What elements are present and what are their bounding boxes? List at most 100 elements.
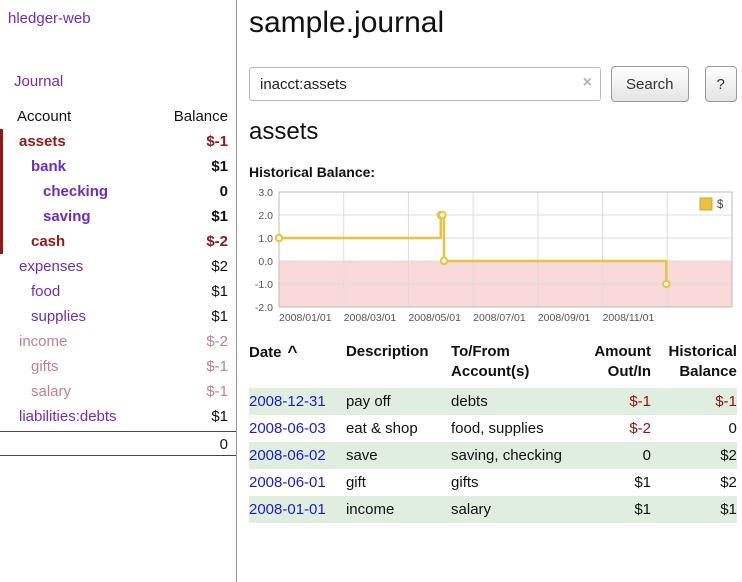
account-link[interactable]: expenses — [19, 258, 84, 275]
account-row-assets: assets $-1 — [0, 129, 236, 154]
account-link[interactable]: supplies — [31, 308, 87, 325]
sidebar: hledger-web Journal Account Balance asse… — [0, 0, 237, 582]
accounts-total-row: 0 — [0, 431, 236, 456]
account-row-cash: cash $-2 — [0, 229, 236, 254]
main-content: sample.journal × Search ? assets Histori… — [237, 0, 742, 582]
svg-text:2008/09/01: 2008/09/01 — [538, 312, 591, 324]
register-row: 2008-12-31 pay off debts $-1 $-1 — [249, 388, 737, 415]
account-balance: $-1 — [206, 358, 228, 375]
svg-text:3.0: 3.0 — [258, 187, 273, 199]
accounts-total-value: 0 — [219, 436, 228, 453]
register-row: 2008-06-01 gift gifts $1 $2 — [249, 469, 737, 496]
account-balance: $-1 — [206, 133, 228, 150]
account-row-supplies: supplies $1 — [0, 304, 236, 329]
transaction-accounts: food, supplies — [451, 420, 544, 437]
transaction-date-link[interactable]: 2008-06-03 — [249, 420, 326, 437]
register-header-row: Date ^ Description To/From Account(s) Amount… — [249, 340, 737, 388]
transaction-description: save — [345, 442, 452, 469]
accounts-list: assets $-1 bank $1 checking 0 saving $1 cash $-2 e… — [0, 129, 236, 429]
svg-text:2008/07/01: 2008/07/01 — [473, 312, 526, 324]
transaction-amount: $1 — [634, 474, 651, 491]
transaction-date-link[interactable]: 2008-12-31 — [249, 388, 346, 415]
sidebar-item-journal[interactable]: Journal — [14, 73, 64, 90]
clear-search-icon[interactable]: × — [582, 74, 592, 91]
account-balance: $-1 — [206, 383, 228, 400]
account-link[interactable]: assets — [19, 133, 66, 150]
register-header-accounts: To/From Account(s) — [451, 343, 530, 380]
account-row-saving: saving $1 — [0, 204, 236, 229]
transaction-balance: $2 — [720, 474, 737, 491]
register-row: 2008-06-03 eat & shop food, supplies $-2 0 — [249, 415, 737, 442]
svg-text:2008/03/01: 2008/03/01 — [344, 312, 397, 324]
account-row-gifts: gifts $-1 — [0, 354, 236, 379]
help-button[interactable]: ? — [704, 66, 737, 102]
account-row-food: food $1 — [0, 279, 236, 304]
transaction-balance: $1 — [651, 496, 737, 523]
transaction-accounts: debts — [451, 388, 573, 415]
account-balance: $1 — [211, 408, 228, 425]
transaction-balance: 0 — [728, 420, 737, 437]
svg-text:0.0: 0.0 — [258, 256, 273, 268]
account-heading: assets — [249, 118, 319, 145]
transaction-date-link[interactable]: 2008-06-01 — [249, 474, 326, 491]
svg-text:2008/01/01: 2008/01/01 — [279, 312, 332, 324]
transaction-accounts: saving, checking — [451, 442, 573, 469]
transaction-description: gift — [345, 474, 366, 491]
account-link[interactable]: food — [31, 283, 61, 300]
search-input-wrap: × — [249, 67, 601, 101]
svg-text:-1.0: -1.0 — [255, 279, 273, 291]
account-row-checking: checking 0 — [0, 179, 236, 204]
chart-title: Historical Balance: — [249, 164, 376, 180]
account-balance: $1 — [211, 283, 228, 300]
transaction-date-link[interactable]: 2008-06-02 — [249, 442, 346, 469]
register-header-description: Description — [345, 343, 429, 360]
svg-text:2.0: 2.0 — [258, 210, 273, 222]
accounts-header-account: Account — [17, 108, 72, 125]
account-link[interactable]: saving — [43, 208, 91, 225]
account-balance: $1 — [211, 208, 228, 225]
account-balance: $-2 — [206, 233, 228, 250]
transaction-balance: $-1 — [651, 388, 737, 415]
transaction-amount: $-1 — [572, 388, 651, 415]
account-link[interactable]: cash — [31, 233, 66, 250]
register-row: 2008-06-02 save saving, checking 0 $2 — [249, 442, 737, 469]
svg-text:$: $ — [717, 199, 724, 211]
transaction-description: pay off — [345, 388, 452, 415]
historical-balance-chart: 3.0 2.0 1.0 0.0 -1.0 -2.0 2008/01/01 2008/03/01… — [255, 187, 733, 324]
account-row-income: income $-2 — [0, 329, 236, 354]
account-link[interactable]: salary — [31, 383, 72, 400]
register-header-balance: Historical Balance — [668, 343, 737, 380]
search-input[interactable] — [249, 67, 601, 101]
svg-text:-2.0: -2.0 — [255, 302, 273, 314]
page-title: sample.journal — [249, 6, 445, 39]
transaction-accounts: salary — [451, 496, 573, 523]
accounts-table-header: Account Balance — [0, 102, 236, 129]
account-link[interactable]: liabilities:debts — [19, 408, 117, 425]
register-header-amount: Amount Out/In — [594, 343, 651, 380]
account-row-expenses: expenses $2 — [0, 254, 236, 279]
transaction-description: eat & shop — [345, 420, 418, 437]
account-balance: 0 — [219, 183, 228, 200]
accounts-panel: Account Balance assets $-1 bank $1 checking 0… — [0, 102, 236, 456]
account-row-liabilities-debts: liabilities:debts $1 — [0, 404, 236, 429]
account-balance: $1 — [211, 158, 228, 175]
transaction-balance: $2 — [651, 442, 737, 469]
transaction-amount: $-2 — [629, 420, 651, 437]
transaction-amount: 0 — [572, 442, 651, 469]
account-link[interactable]: checking — [43, 183, 109, 200]
account-link[interactable]: income — [19, 333, 68, 350]
register-row: 2008-01-01 income salary $1 $1 — [249, 496, 737, 523]
transaction-date-link[interactable]: 2008-01-01 — [249, 496, 346, 523]
account-balance: $2 — [211, 258, 228, 275]
transaction-accounts: gifts — [451, 474, 479, 491]
search-button[interactable]: Search — [611, 66, 689, 102]
register-header-date[interactable]: Date ^ — [249, 342, 298, 361]
accounts-header-balance: Balance — [173, 108, 228, 125]
account-link[interactable]: gifts — [31, 358, 59, 375]
app-title-link[interactable]: hledger-web — [8, 10, 91, 27]
svg-text:1.0: 1.0 — [258, 233, 273, 245]
account-balance: $-2 — [206, 333, 228, 350]
transaction-description: income — [345, 496, 452, 523]
account-link[interactable]: bank — [31, 158, 67, 175]
